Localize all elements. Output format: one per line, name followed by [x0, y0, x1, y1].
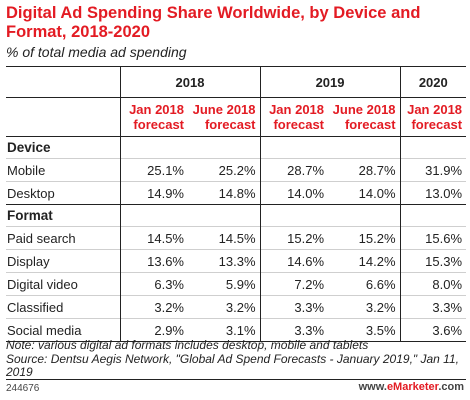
- row-label: Paid search: [6, 226, 120, 250]
- chart-subtitle: % of total media ad spending: [6, 44, 187, 60]
- section-cell: [188, 136, 261, 159]
- section-cell: [119, 204, 188, 227]
- row-label: Digital video: [6, 272, 120, 296]
- value-cell: 3.3%: [399, 295, 467, 319]
- section-cell: [259, 136, 329, 159]
- value-cell: 3.2%: [188, 295, 261, 319]
- forecast-column-header: Jan 2018 forecast: [399, 97, 467, 137]
- value-cell: 3.2%: [328, 295, 401, 319]
- section-cell: [399, 204, 467, 227]
- section-cell: [399, 136, 467, 159]
- section-label: Format: [6, 204, 120, 227]
- value-cell: 25.1%: [119, 158, 188, 182]
- section-cell: [328, 136, 401, 159]
- table-row: Desktop 14.9% 14.8% 14.0% 14.0% 13.0%: [6, 181, 467, 205]
- value-cell: 3.3%: [259, 295, 329, 319]
- value-cell: 28.7%: [328, 158, 401, 182]
- chart-id: 244676: [6, 383, 40, 394]
- table-row: Paid search 14.5% 14.5% 15.2% 15.2% 15.6%: [6, 226, 467, 250]
- note-text: Note: various digital ad formats include…: [6, 338, 369, 352]
- section-cell: [119, 136, 188, 159]
- year-header: 2020: [399, 67, 467, 98]
- value-cell: 15.3%: [399, 249, 467, 273]
- value-cell: 14.9%: [119, 181, 188, 205]
- table-row: Display 13.6% 13.3% 14.6% 14.2% 15.3%: [6, 249, 467, 273]
- row-label: Mobile: [6, 158, 120, 182]
- value-cell: 15.2%: [259, 226, 329, 250]
- table-row: Classified 3.2% 3.2% 3.3% 3.2% 3.3%: [6, 295, 467, 319]
- source-text: Source: Dentsu Aegis Network, "Global Ad…: [6, 351, 459, 379]
- forecast-column-header: June 2018 forecast: [332, 102, 396, 132]
- value-cell: 14.0%: [259, 181, 329, 205]
- forecast-header-row: Jan 2018 forecast June 2018 forecast Jan 2…: [6, 97, 467, 137]
- data-table: 2018 2019 2020 Jan 2018 forecast June 2018 f…: [6, 67, 467, 342]
- section-cell: [259, 204, 329, 227]
- row-label: Display: [6, 249, 120, 273]
- section-cell: [188, 204, 261, 227]
- table-row: Digital video 6.3% 5.9% 7.2% 6.6% 8.0%: [6, 272, 467, 296]
- row-label: Classified: [6, 295, 120, 319]
- value-cell: 2.9%: [119, 318, 188, 342]
- value-cell: 25.2%: [188, 158, 261, 182]
- value-cell: 3.5%: [328, 318, 401, 342]
- value-cell: 28.7%: [259, 158, 329, 182]
- value-cell: 31.9%: [399, 158, 467, 182]
- value-cell: 6.3%: [119, 272, 188, 296]
- value-cell: 14.8%: [188, 181, 261, 205]
- value-cell: 14.6%: [259, 249, 329, 273]
- value-cell: 5.9%: [188, 272, 261, 296]
- table-row: Mobile 25.1% 25.2% 28.7% 28.7% 31.9%: [6, 158, 467, 182]
- value-cell: 3.1%: [188, 318, 261, 342]
- bottom-rule: [6, 379, 466, 380]
- footnote: Note: various digital ad formats include…: [6, 338, 466, 380]
- section-cell: [328, 204, 401, 227]
- header-corner: [6, 67, 120, 98]
- row-label: Social media: [6, 318, 120, 342]
- value-cell: 14.5%: [119, 226, 188, 250]
- year-header: 2019: [259, 67, 401, 98]
- value-cell: 13.0%: [399, 181, 467, 205]
- table-row: Social media 2.9% 3.1% 3.3% 3.5% 3.6%: [6, 318, 467, 342]
- brand-logo: www.eMarketer.com: [359, 381, 464, 393]
- chart-title: Digital Ad Spending Share Worldwide, by …: [6, 4, 421, 41]
- value-cell: 3.2%: [119, 295, 188, 319]
- value-cell: 7.2%: [259, 272, 329, 296]
- brand-prefix: www.: [358, 381, 387, 393]
- brand-main: eMarketer: [386, 381, 439, 393]
- value-cell: 14.0%: [328, 181, 401, 205]
- value-cell: 15.2%: [328, 226, 401, 250]
- year-header-row: 2018 2019 2020: [6, 67, 467, 98]
- header-corner-blank: [6, 98, 120, 137]
- forecast-column-header: June 2018 forecast: [192, 102, 256, 132]
- value-cell: 15.6%: [399, 226, 467, 250]
- value-cell: 14.2%: [328, 249, 401, 273]
- value-cell: 6.6%: [328, 272, 401, 296]
- value-cell: 14.5%: [188, 226, 261, 250]
- year-header: 2018: [119, 67, 261, 98]
- value-cell: 3.3%: [259, 318, 329, 342]
- value-cell: 8.0%: [399, 272, 467, 296]
- top-rule: [6, 66, 466, 67]
- value-cell: 3.6%: [399, 318, 467, 342]
- forecast-column-header: Jan 2018 forecast: [259, 97, 329, 137]
- section-row: Format: [6, 204, 467, 227]
- forecast-column-header: Jan 2018 forecast: [119, 97, 188, 137]
- value-cell: 13.3%: [188, 249, 261, 273]
- section-row: Device: [6, 136, 467, 159]
- row-label: Desktop: [6, 181, 120, 205]
- brand-suffix: .com: [438, 381, 464, 393]
- section-label: Device: [6, 136, 120, 159]
- value-cell: 13.6%: [119, 249, 188, 273]
